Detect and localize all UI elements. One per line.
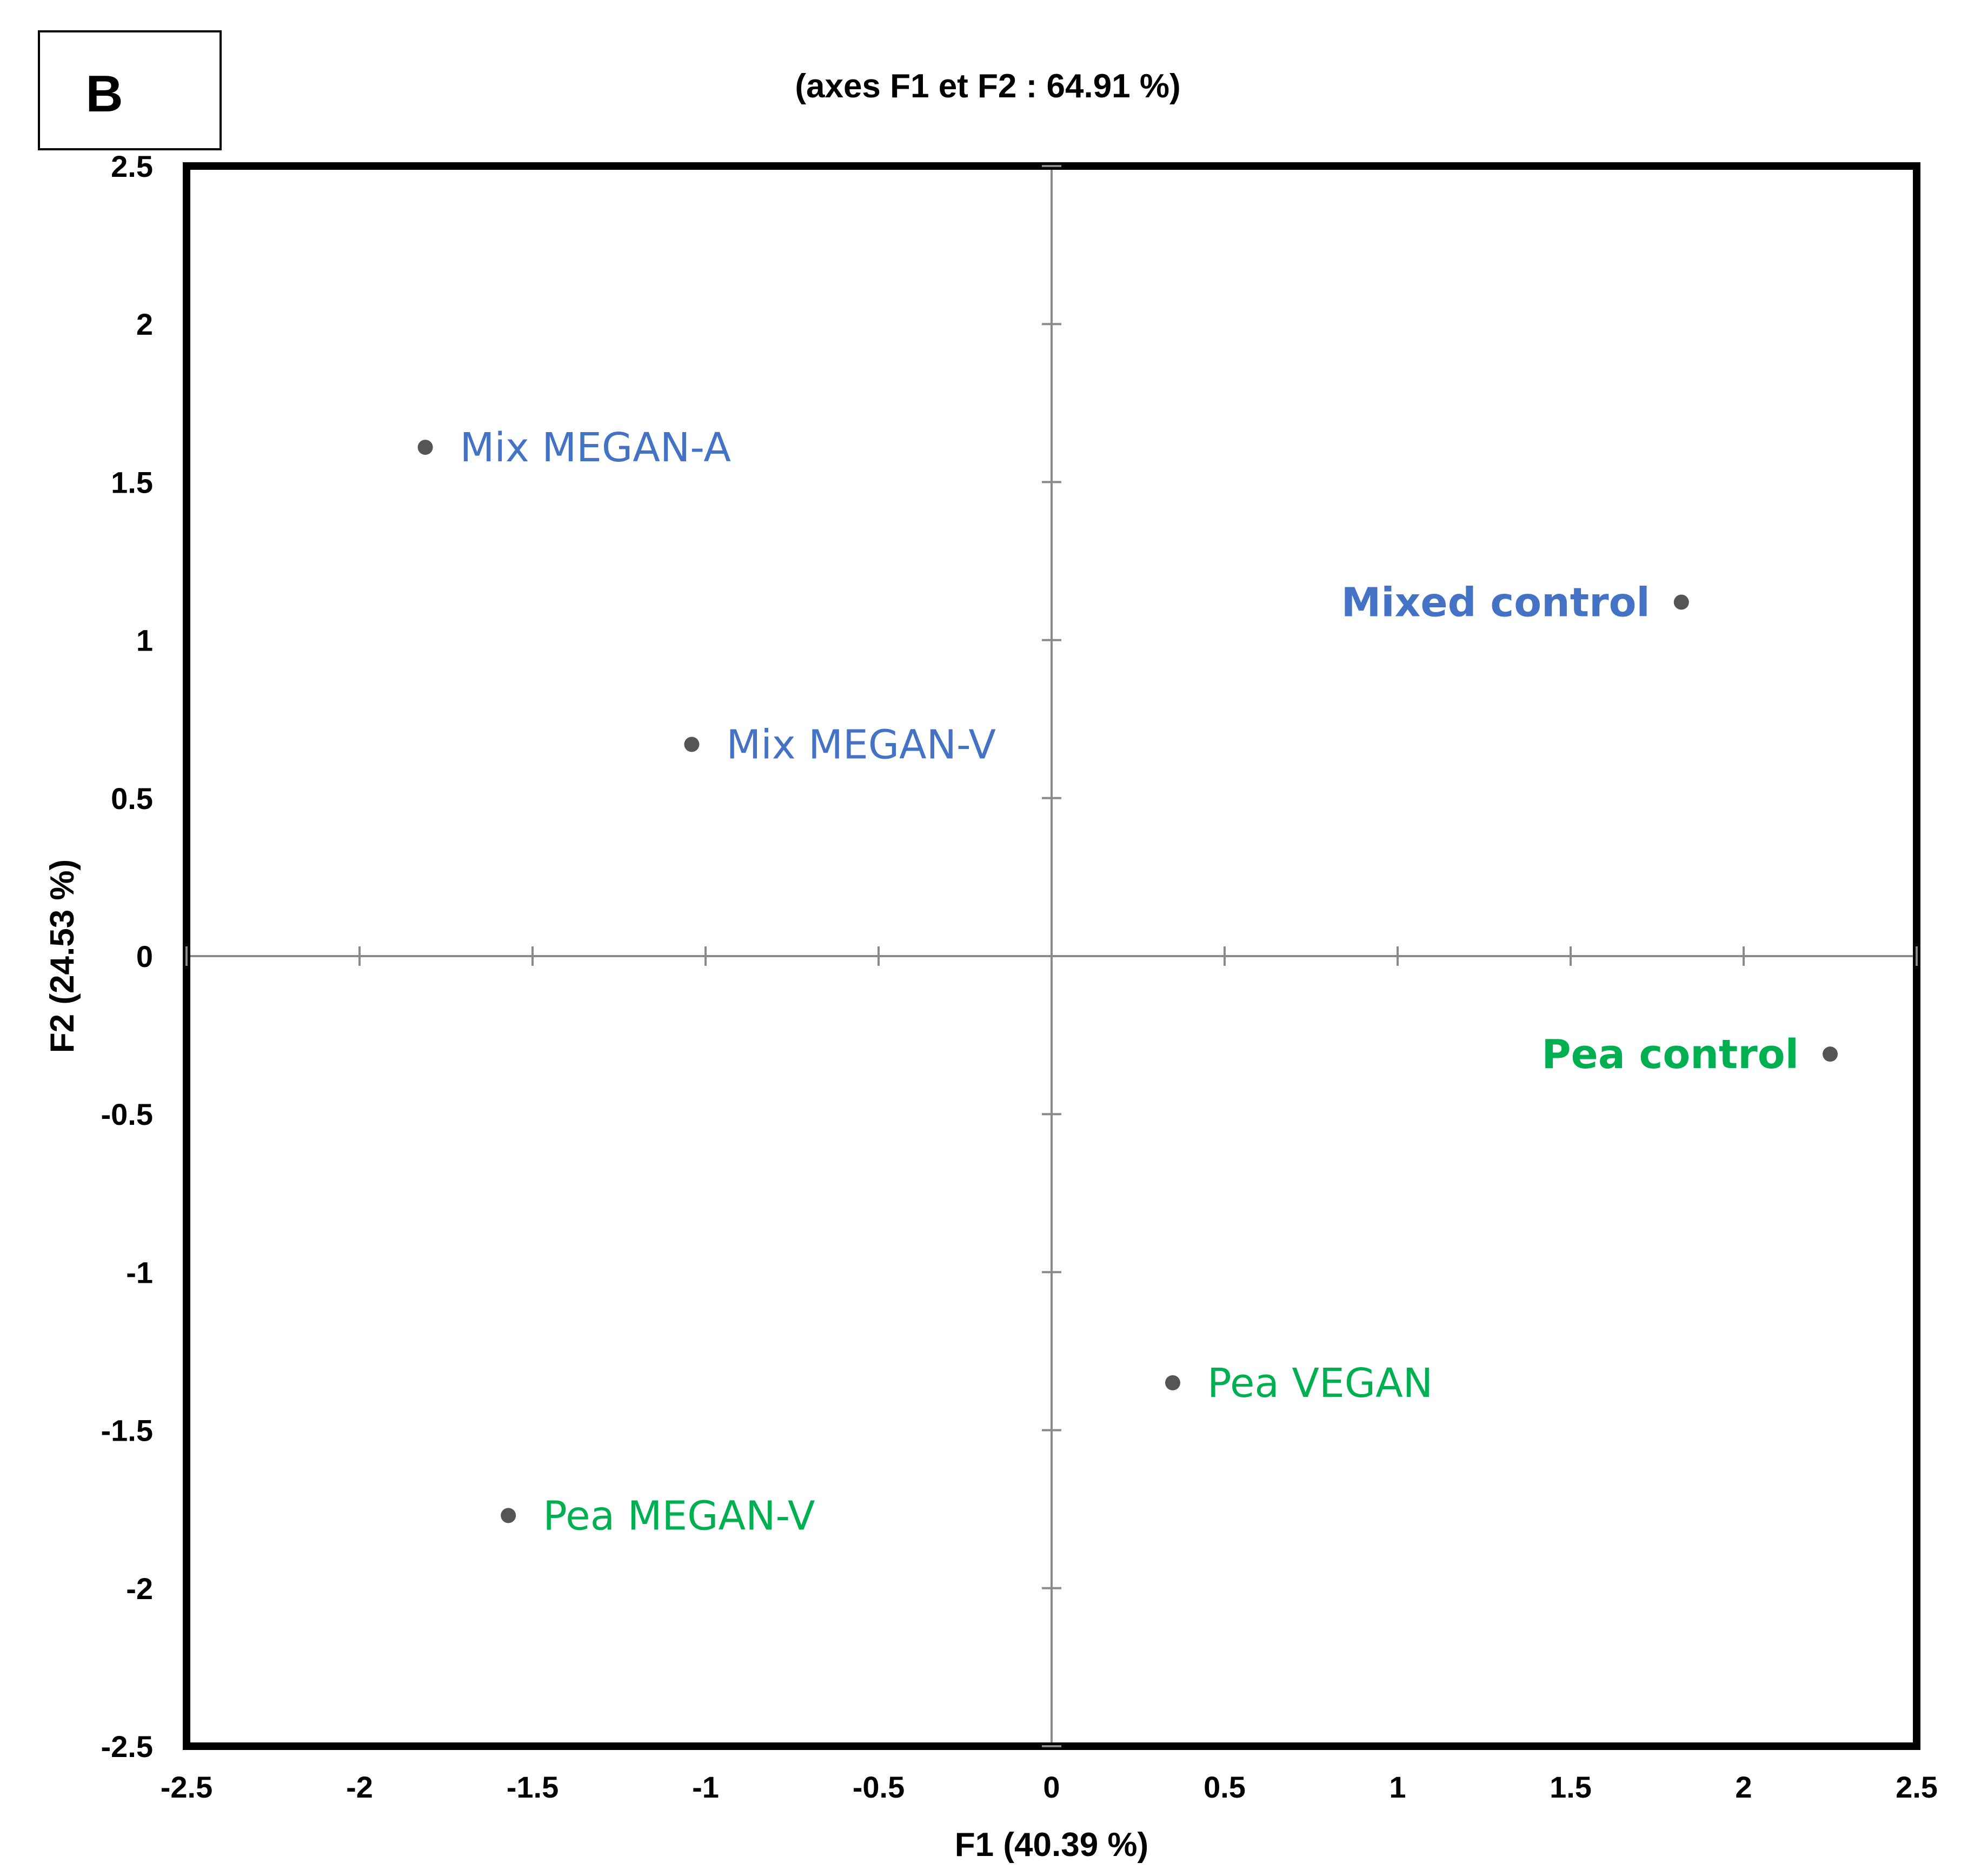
- x-tick-label: 0: [1043, 1770, 1060, 1804]
- y-tick-label: 0.5: [111, 781, 153, 816]
- panel-label-box: [38, 30, 222, 150]
- y-tick-label: 2: [136, 307, 153, 341]
- scatter-point: [1673, 594, 1689, 610]
- y-tick-label: 1.5: [111, 465, 153, 499]
- point-label: Mix MEGAN-A: [460, 425, 732, 471]
- ticks-layer: -2.5 -2 -1.5 -1 -0.5 0 0.5 1 1.5 2 2.5 -2.5 -2 -1.5 -1…: [101, 149, 1938, 1804]
- point-label: Mixed control: [1341, 579, 1650, 626]
- x-tick-label: -2.5: [161, 1770, 213, 1804]
- x-tick-label: -1: [692, 1770, 719, 1804]
- y-tick-label: -2.5: [101, 1729, 154, 1764]
- point-label: Pea VEGAN: [1207, 1360, 1433, 1407]
- x-tick-label: -2: [346, 1770, 373, 1804]
- scatter-point: [1165, 1375, 1180, 1390]
- y-tick-label: -1: [126, 1255, 153, 1289]
- points-layer: Mix MEGAN-A Mix MEGAN-V Mixed control Pea c…: [417, 425, 1838, 1539]
- y-tick-label: 2.5: [111, 149, 153, 183]
- x-tick-label: 1.5: [1550, 1770, 1592, 1804]
- y-tick-label: -1.5: [101, 1414, 154, 1448]
- y-tick-label: -2: [126, 1572, 153, 1606]
- y-tick-label: -0.5: [101, 1097, 154, 1131]
- y-tick-label: 1: [136, 624, 153, 658]
- scatter-point: [417, 440, 433, 455]
- x-tick-label: 0.5: [1204, 1770, 1246, 1804]
- point-label: Mix MEGAN-V: [726, 721, 996, 768]
- scatter-point: [684, 737, 700, 752]
- chart-title: (axes F1 et F2 : 64.91 %): [795, 68, 1180, 105]
- point-label: Pea control: [1541, 1031, 1799, 1078]
- point-label: Pea MEGAN-V: [543, 1493, 815, 1539]
- x-tick-label: 1: [1389, 1770, 1406, 1804]
- x-tick-label: 2.5: [1896, 1770, 1938, 1804]
- x-tick-label: 2: [1735, 1770, 1752, 1804]
- y-axis-title: F2 (24.53 %): [44, 859, 81, 1053]
- x-tick-label: -0.5: [853, 1770, 905, 1804]
- x-axis-title: F1 (40.39 %): [955, 1826, 1148, 1864]
- x-tick-label: -1.5: [507, 1770, 559, 1804]
- scatter-point: [1823, 1046, 1838, 1062]
- y-tick-label: 0: [136, 939, 153, 973]
- panel-label: B: [85, 65, 123, 123]
- scatter-point: [501, 1508, 516, 1523]
